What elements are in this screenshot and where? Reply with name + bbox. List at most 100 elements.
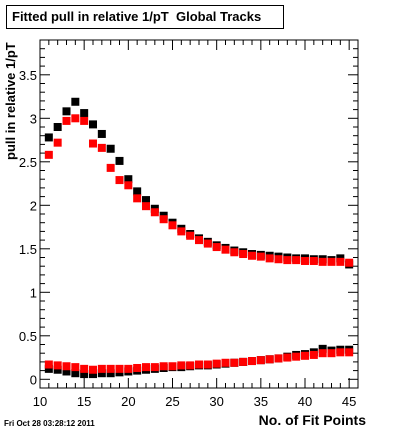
data-point — [133, 194, 142, 203]
data-point — [71, 97, 80, 106]
chart-title-box — [6, 5, 284, 29]
data-point — [124, 181, 133, 190]
timestamp: Fri Oct 28 03:28:12 2011 — [4, 419, 95, 428]
data-point — [345, 258, 354, 267]
data-point — [327, 349, 336, 358]
data-point — [265, 254, 274, 263]
y-tick-label: 2 — [30, 198, 37, 213]
data-point — [221, 245, 230, 254]
x-tick-label: 15 — [77, 394, 91, 409]
data-point — [168, 362, 177, 371]
x-tick-label: 45 — [342, 394, 356, 409]
data-point — [62, 116, 71, 125]
data-point — [115, 364, 124, 373]
data-point — [133, 363, 142, 372]
data-point — [142, 202, 150, 211]
x-axis-label: No. of Fit Points — [258, 412, 366, 428]
data-point — [44, 364, 53, 373]
data-point — [186, 361, 195, 370]
data-point — [142, 363, 150, 372]
x-tick-label: 10 — [33, 394, 47, 409]
data-point — [230, 358, 239, 367]
data-point — [97, 129, 106, 138]
data-point — [309, 256, 318, 265]
data-point — [142, 196, 150, 205]
x-tick-label: 40 — [298, 394, 312, 409]
data-point — [89, 139, 97, 148]
data-point — [89, 120, 97, 129]
data-point — [97, 364, 106, 373]
chart-title: Fitted pull in relative 1/pT Global Trac… — [12, 9, 262, 24]
data-point — [318, 344, 327, 353]
y-axis-label: pull in relative 1/pT — [3, 42, 18, 160]
data-point — [292, 256, 301, 265]
data-point — [53, 361, 62, 370]
data-point — [80, 364, 89, 373]
data-point — [53, 123, 62, 131]
data-point — [212, 359, 221, 368]
y-tick-label: 3.5 — [19, 68, 37, 83]
y-tick-label: 1 — [30, 285, 37, 300]
data-point — [248, 357, 256, 366]
data-point — [150, 363, 159, 372]
y-tick-label: 1.5 — [19, 242, 37, 257]
data-point — [53, 365, 62, 374]
data-point — [124, 364, 133, 373]
data-point — [115, 176, 124, 185]
data-point — [177, 361, 186, 370]
data-point — [195, 360, 203, 369]
data-point — [80, 370, 89, 379]
y-tick-label: 0 — [30, 372, 37, 387]
data-point — [221, 358, 230, 367]
x-tick-label: 20 — [121, 394, 135, 409]
data-point — [89, 365, 97, 374]
data-point — [292, 352, 301, 361]
data-point — [150, 208, 159, 217]
data-point — [274, 354, 283, 363]
data-point — [318, 257, 327, 266]
data-point — [336, 348, 345, 357]
data-point — [44, 150, 53, 159]
data-point — [195, 236, 203, 245]
data-point — [71, 369, 80, 378]
data-point — [62, 367, 71, 376]
data-point — [301, 351, 309, 360]
data-point — [239, 250, 248, 259]
plot-frame — [39, 39, 359, 389]
data-point — [62, 362, 71, 371]
data-point — [283, 353, 292, 362]
data-point — [274, 255, 283, 264]
data-point — [168, 221, 177, 230]
axes: 10 15 20 25 30 35 40 45 0 0.5 1 1.5 2 2.5 3 3.5 — [19, 39, 359, 409]
data-point — [212, 243, 221, 252]
y-tick-label: 3 — [30, 111, 37, 126]
data-point — [309, 350, 318, 359]
data-point — [159, 215, 168, 224]
data-point — [327, 257, 336, 266]
data-point — [256, 356, 265, 365]
data-point — [345, 348, 354, 357]
data-point — [203, 360, 212, 369]
data-point — [97, 369, 106, 378]
data-point — [80, 109, 89, 118]
data-point — [71, 363, 80, 372]
x-tick-label: 30 — [209, 394, 223, 409]
data-point — [283, 256, 292, 265]
data-point — [53, 138, 62, 147]
data-point — [186, 231, 195, 240]
y-tick-label: 0.5 — [19, 329, 37, 344]
data-point — [89, 370, 97, 379]
data-markers — [44, 97, 354, 379]
data-point — [106, 163, 115, 172]
data-point — [248, 251, 256, 260]
data-point — [115, 156, 124, 165]
data-point — [203, 239, 212, 248]
data-point — [44, 133, 53, 142]
data-point — [133, 187, 142, 196]
data-point — [159, 362, 168, 371]
x-tick-label: 25 — [165, 394, 179, 409]
data-point — [124, 175, 133, 184]
y-tick-label: 2.5 — [19, 155, 37, 170]
data-point — [265, 355, 274, 364]
